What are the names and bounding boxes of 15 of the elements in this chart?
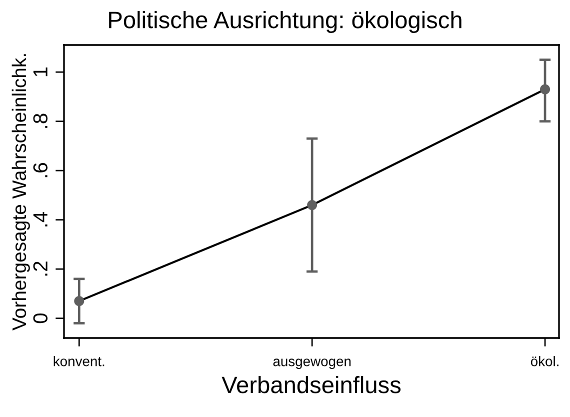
y-tick-label: 0 [33,313,48,324]
y-tick-label: 1 [33,67,48,76]
y-axis-title: Vorhergesagte Wahrscheinlichk. [12,54,30,330]
x-tick-label: ökol. [530,356,558,366]
x-tick-label: ausgewogen [273,358,351,370]
y-tick-label: .4 [33,212,48,226]
y-tick-label: .2 [33,262,48,276]
x-axis-title: Verbandseinfluss [222,376,401,394]
y-tick-label: .8 [33,114,48,128]
point [540,84,550,94]
point [74,296,84,306]
chart-title: Politische Ausrichtung: ökologisch [109,10,462,34]
x-tick-label: konvent. [54,356,104,366]
point [307,200,318,210]
y-tick-label: .6 [33,163,48,178]
